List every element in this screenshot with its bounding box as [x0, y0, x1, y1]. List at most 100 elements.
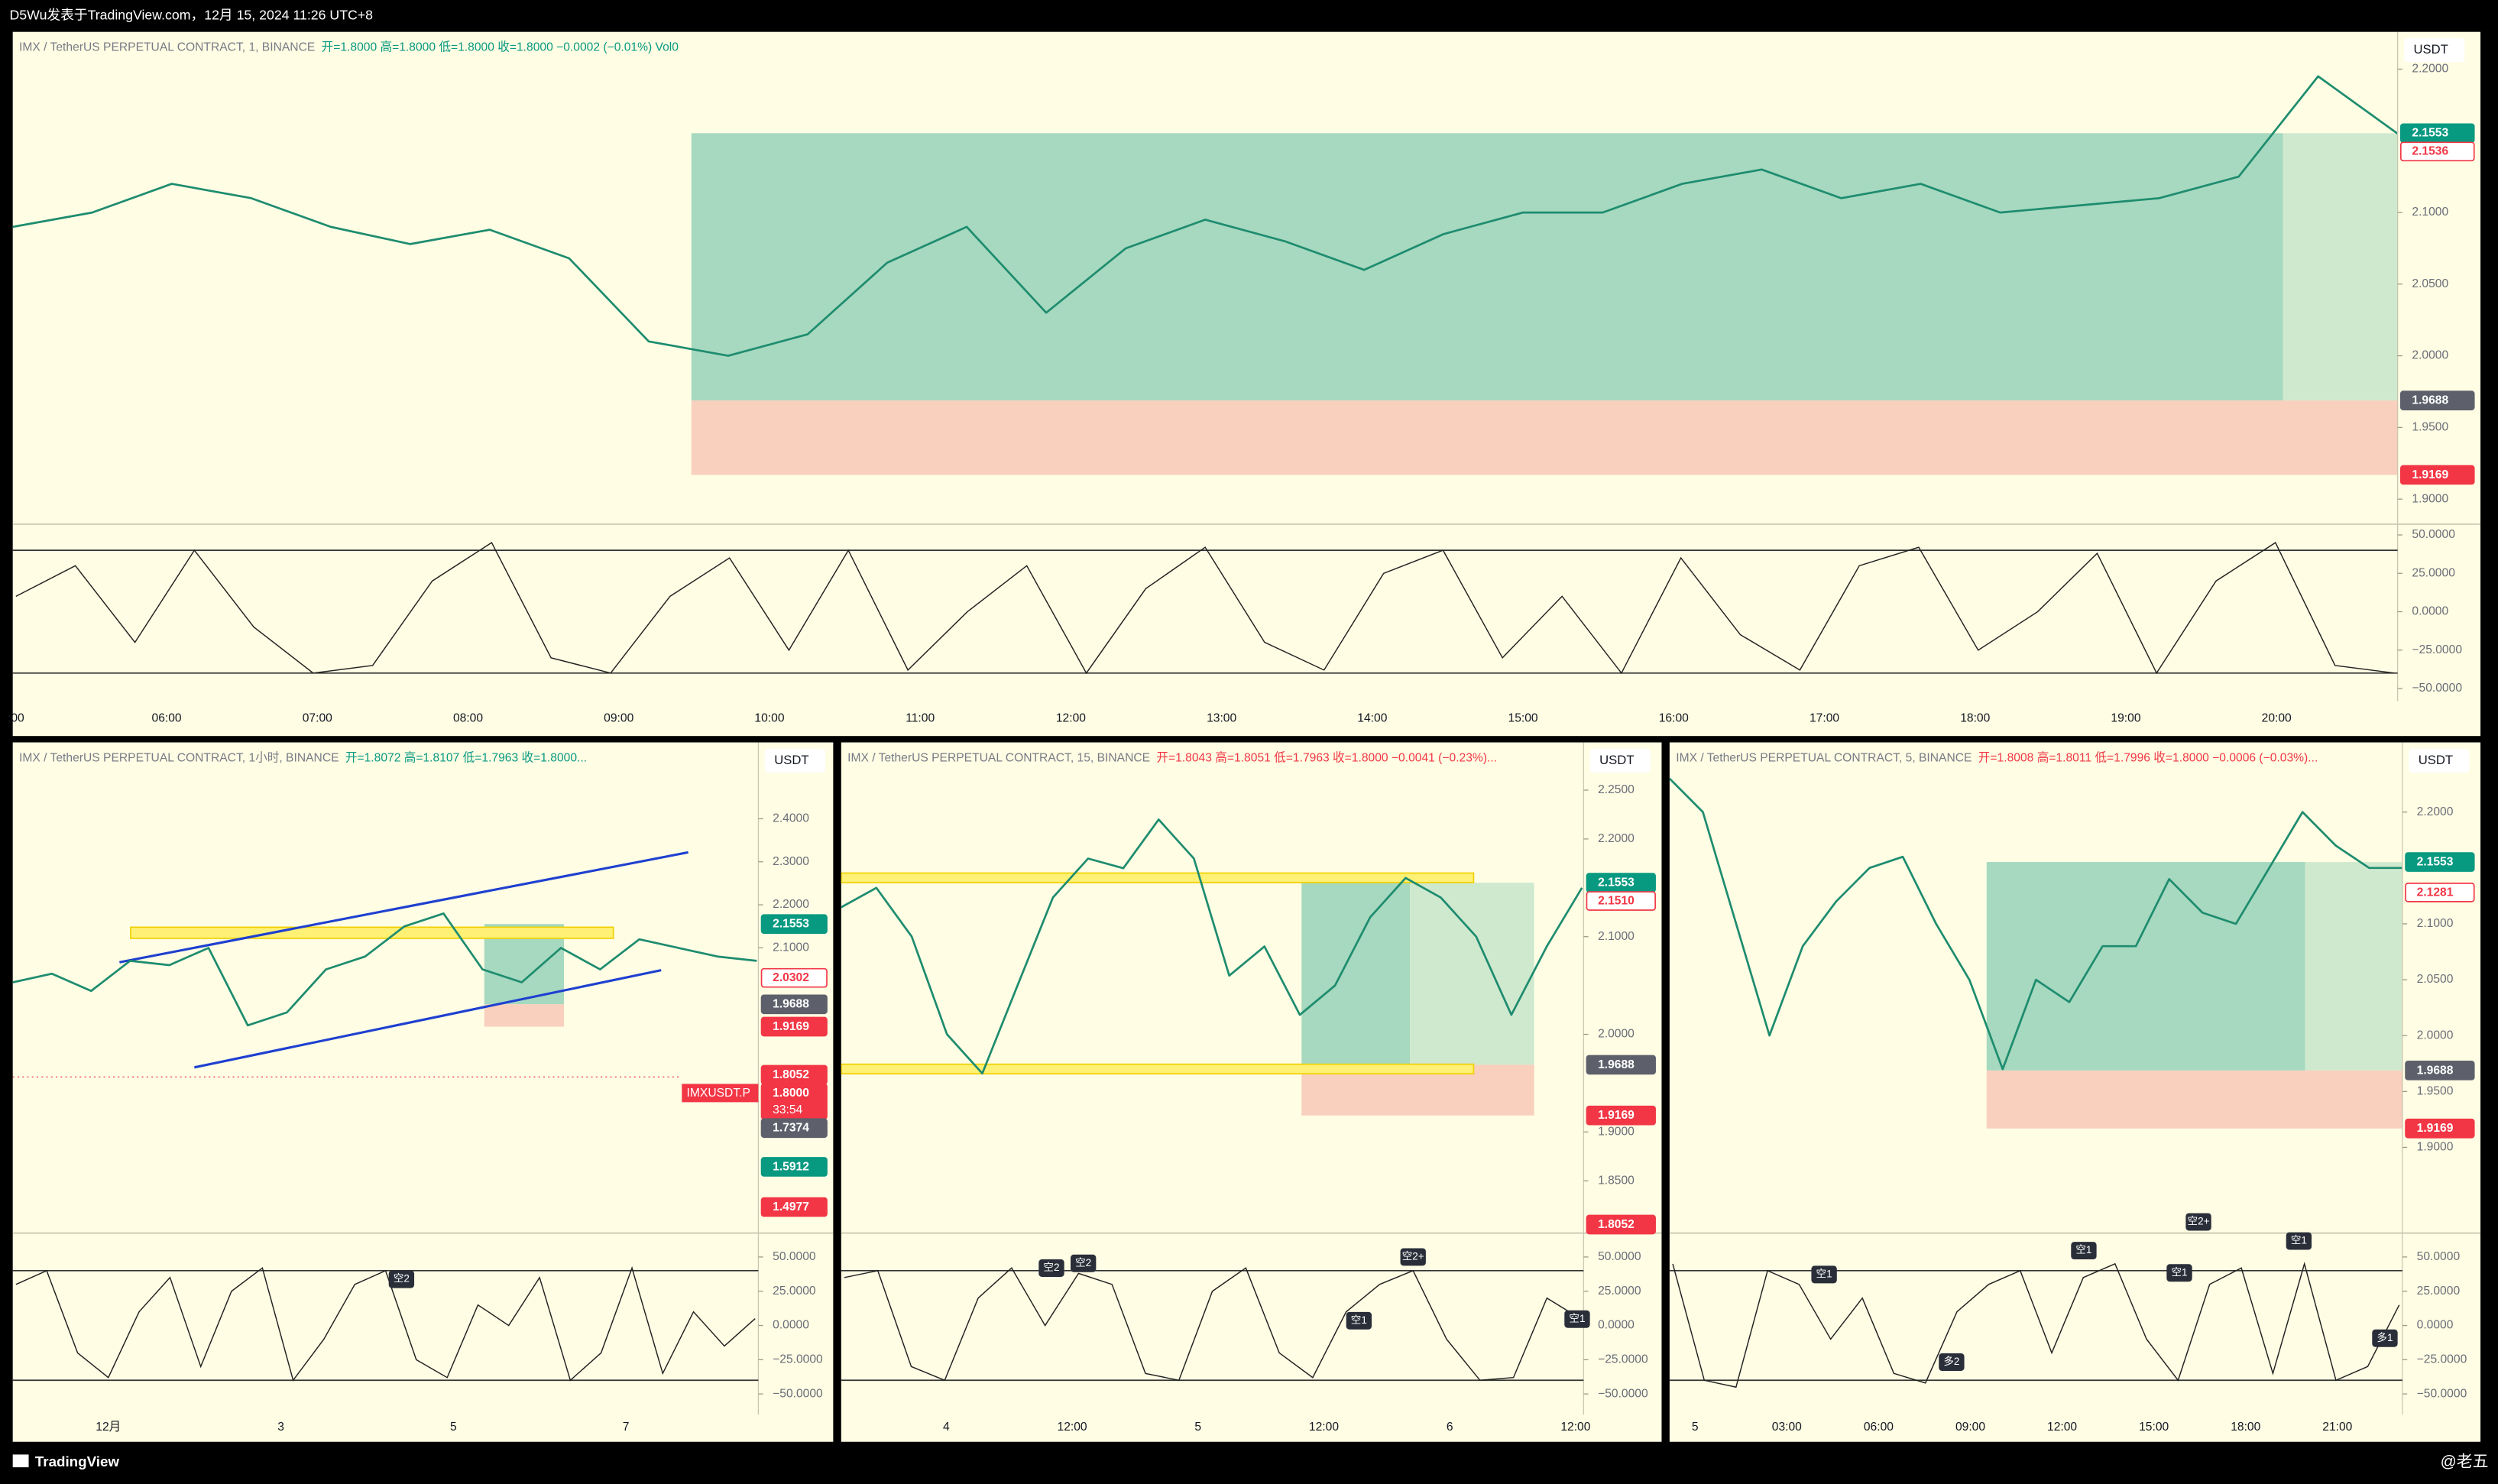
osc-tick-label: 50.0000 — [2412, 528, 2455, 541]
price-tag — [2405, 852, 2475, 872]
currency-label: USDT — [774, 753, 808, 767]
osc-tick-label: 50.0000 — [2417, 1250, 2461, 1263]
currency-box — [764, 748, 825, 773]
profit-zone-after — [2283, 133, 2398, 401]
signal-badge-label: 空1 — [2291, 1235, 2307, 1246]
price-tag — [2399, 465, 2475, 485]
time-label: 5 — [1692, 1421, 1699, 1434]
ohlc-values: 开=1.8072 高=1.8107 低=1.7963 收=1.8000... — [345, 750, 587, 764]
price-tag-label: 1.9688 — [2417, 1064, 2454, 1077]
time-label: 19:00 — [2111, 711, 2140, 724]
price-tick-label: 2.4000 — [773, 812, 809, 825]
loss-zone — [1986, 1070, 2402, 1129]
price-line — [1669, 777, 2402, 1071]
time-label: 08:00 — [453, 711, 483, 724]
signal-badge — [1038, 1259, 1064, 1277]
price-tag-label: 2.0302 — [773, 971, 809, 984]
time-label: 03:00 — [1772, 1421, 1802, 1434]
price-tag — [2399, 141, 2475, 162]
plot-area — [12, 75, 2398, 475]
price-tag — [760, 1118, 828, 1139]
plot-area — [12, 851, 757, 1077]
time-label: 17:00 — [1810, 711, 1839, 724]
time-label: 12月 — [96, 1421, 121, 1434]
time-label: 14:00 — [1357, 711, 1387, 724]
price-tag-label: 2.1536 — [2412, 145, 2448, 158]
price-tag — [760, 967, 828, 988]
chart-panel: IMX / TetherUS PERPETUAL CONTRACT, 15, B… — [841, 742, 1662, 1442]
price-line — [841, 818, 1583, 1075]
symbol-title: IMX / TetherUS PERPETUAL CONTRACT, 15, B… — [847, 751, 1150, 764]
time-label: 16:00 — [1659, 711, 1689, 724]
symbol-title: IMX / TetherUS PERPETUAL CONTRACT, 1, BI… — [19, 41, 315, 54]
oscillator-line — [15, 1265, 756, 1382]
ohlc-values: 开=1.8008 高=1.8011 低=1.7996 收=1.8000 −0.0… — [1978, 750, 2318, 764]
price-tag-label: 1.5912 — [773, 1160, 809, 1173]
time-label: 06:00 — [1864, 1421, 1894, 1434]
price-tick-label: 1.9000 — [1598, 1125, 1635, 1138]
plot-area — [1669, 777, 2402, 1129]
signal-badge-label: 空1 — [2075, 1244, 2091, 1256]
price-tag-label: 1.4977 — [773, 1200, 809, 1213]
price-tick-label: 2.0000 — [2412, 349, 2448, 362]
chart-legend: IMX / TetherUS PERPETUAL CONTRACT, 1, BI… — [19, 41, 679, 54]
time-label: 4 — [943, 1421, 950, 1434]
signal-badge-label: 空2 — [1043, 1262, 1059, 1273]
price-tag-label: 2.1553 — [1598, 876, 1635, 889]
time-label: :00 — [8, 711, 24, 724]
price-tick-label: 2.2000 — [2412, 63, 2448, 76]
price-tick-label: 2.2000 — [2417, 805, 2454, 818]
price-line — [12, 912, 757, 1027]
yellow-zone — [841, 872, 1475, 883]
time-label: 5 — [1194, 1421, 1201, 1434]
price-tick-label: 2.2500 — [1598, 783, 1635, 796]
signal-badge-label: 多2 — [1943, 1355, 1959, 1367]
chart-panel: IMX / TetherUS PERPETUAL CONTRACT, 1, BI… — [8, 31, 2481, 737]
oscillator-line — [15, 542, 2395, 675]
price-tag — [760, 1197, 828, 1217]
price-tick-label: 2.0500 — [2417, 973, 2454, 986]
ohlc-values: 开=1.8043 高=1.8051 低=1.7963 收=1.8000 −0.0… — [1156, 750, 1497, 764]
price-tick-label: 2.3000 — [773, 855, 809, 868]
osc-tick-label: −50.0000 — [773, 1387, 823, 1400]
time-label: 07:00 — [303, 711, 332, 724]
time-label: 6 — [1447, 1421, 1453, 1434]
price-tag-label: 1.9688 — [1598, 1058, 1635, 1071]
oscillator-line — [1672, 1262, 2400, 1388]
chart-panel: IMX / TetherUS PERPETUAL CONTRACT, 5, BI… — [1669, 742, 2481, 1442]
time-label: 18:00 — [2231, 1421, 2260, 1434]
osc-tick-label: −25.0000 — [773, 1353, 823, 1366]
price-tag — [1586, 891, 1656, 911]
osc-tick-label: −25.0000 — [2417, 1353, 2467, 1366]
plot-area — [841, 818, 1583, 1116]
osc-tick-label: 25.0000 — [2417, 1285, 2461, 1298]
yellow-zone — [130, 926, 614, 939]
signal-badge — [1071, 1254, 1097, 1272]
price-tag — [1586, 1214, 1656, 1235]
time-label: 7 — [623, 1421, 630, 1434]
price-tag-label: 2.1553 — [2417, 856, 2454, 869]
price-tag-label: 1.8052 — [1598, 1218, 1635, 1231]
signal-badge-label: 空1 — [1569, 1313, 1585, 1324]
osc-tick-label: −25.0000 — [1598, 1353, 1648, 1366]
osc-tick-label: 0.0000 — [2412, 605, 2448, 618]
price-tick-label: 1.9000 — [2417, 1141, 2454, 1154]
time-label: 12:00 — [1309, 1421, 1339, 1434]
price-tag-label: 2.1553 — [2412, 127, 2448, 140]
profit-zone — [1301, 883, 1411, 1065]
signal-badge — [1346, 1311, 1372, 1330]
signal-badge-label: 空1 — [2171, 1266, 2187, 1278]
price-tick-label: 2.0000 — [1598, 1028, 1635, 1041]
osc-tick-label: 25.0000 — [1598, 1285, 1641, 1298]
time-label: 12:00 — [1056, 711, 1086, 724]
osc-tick-label: 0.0000 — [773, 1319, 809, 1332]
price-tick-label: 2.1000 — [773, 941, 809, 954]
time-label: 21:00 — [2322, 1421, 2352, 1434]
currency-label: USDT — [2419, 753, 2453, 767]
chart-legend: IMX / TetherUS PERPETUAL CONTRACT, 5, BI… — [1676, 750, 2318, 764]
symbol-tag — [682, 1084, 759, 1103]
symbol-tag-label: IMXUSDT.P — [687, 1087, 750, 1100]
price-tag — [2405, 1118, 2475, 1139]
price-tick-label: 1.8500 — [1598, 1174, 1635, 1187]
time-label: 15:00 — [1508, 711, 1538, 724]
